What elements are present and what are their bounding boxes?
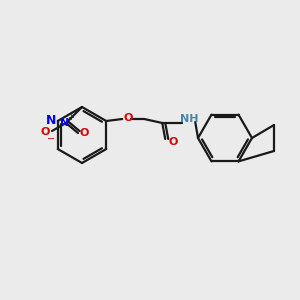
Text: −: − <box>47 134 55 144</box>
Text: O: O <box>124 113 133 123</box>
Text: O: O <box>169 137 178 147</box>
Text: N: N <box>60 118 70 128</box>
Text: N: N <box>46 113 56 127</box>
Text: NH: NH <box>180 114 199 124</box>
Text: +: + <box>68 113 74 122</box>
Text: O: O <box>40 127 50 137</box>
Text: O: O <box>79 128 89 138</box>
